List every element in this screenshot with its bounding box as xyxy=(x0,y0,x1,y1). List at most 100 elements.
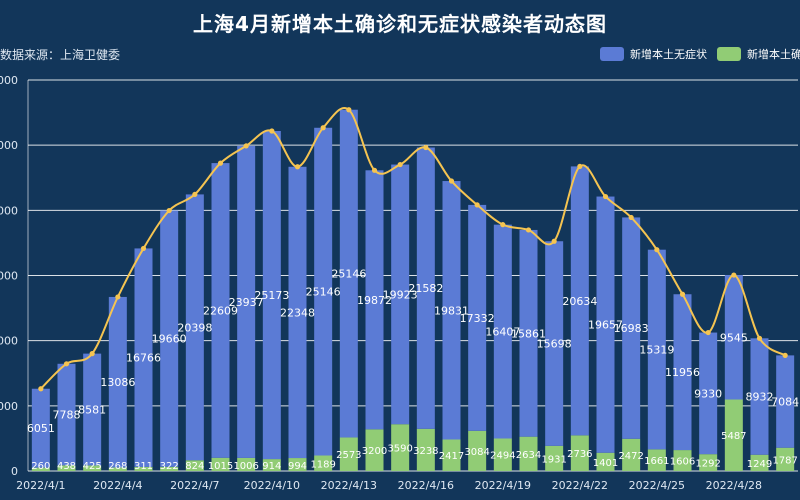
data-label-asymptomatic: 20398 xyxy=(177,321,212,334)
total-point xyxy=(679,291,686,297)
bar-confirmed xyxy=(237,457,256,471)
data-label-asymptomatic: 16766 xyxy=(126,352,161,365)
bar-asymptomatic xyxy=(673,294,692,451)
bar-confirmed xyxy=(519,436,538,471)
data-label-asymptomatic: 19872 xyxy=(357,294,392,307)
data-label-asymptomatic: 22609 xyxy=(203,304,238,317)
data-label-confirmed: 268 xyxy=(108,461,127,472)
bar-confirmed xyxy=(365,429,384,471)
total-point xyxy=(192,191,198,198)
legend-swatch-asymptomatic xyxy=(600,47,624,61)
data-label-asymptomatic: 7084 xyxy=(771,396,799,409)
total-point xyxy=(320,125,326,131)
data-label-confirmed: 914 xyxy=(262,461,281,472)
total-point xyxy=(423,144,429,151)
data-label-asymptomatic: 19657 xyxy=(588,319,623,332)
total-point xyxy=(397,161,403,168)
bar-asymptomatic xyxy=(211,163,230,458)
bar-asymptomatic xyxy=(493,224,512,439)
y-tick-label: 25000 xyxy=(0,139,18,152)
x-tick-label: 2022/4/19 xyxy=(475,479,531,492)
data-label-confirmed: 425 xyxy=(83,461,102,472)
data-label-asymptomatic: 19923 xyxy=(383,288,418,301)
data-label-asymptomatic: 19831 xyxy=(434,304,469,317)
x-tick-label: 2022/4/4 xyxy=(93,479,142,492)
bar-confirmed xyxy=(185,460,204,471)
data-label-confirmed: 438 xyxy=(57,461,76,472)
data-label-confirmed: 2573 xyxy=(336,450,361,461)
x-tick-label: 2022/4/16 xyxy=(398,479,454,492)
bar-asymptomatic xyxy=(468,204,487,431)
data-label-confirmed: 2494 xyxy=(490,451,515,462)
bar-asymptomatic xyxy=(699,332,718,455)
total-point xyxy=(217,160,224,166)
data-label-asymptomatic: 15698 xyxy=(537,338,572,351)
total-point xyxy=(140,245,147,252)
total-point xyxy=(474,202,480,208)
total-point xyxy=(782,352,788,358)
total-point xyxy=(705,329,711,336)
x-tick-label: 2022/4/1 xyxy=(16,479,65,492)
bar-confirmed xyxy=(391,424,410,471)
y-tick-label: 0 xyxy=(11,465,18,478)
bar-asymptomatic xyxy=(442,181,461,440)
bar-asymptomatic xyxy=(647,249,666,450)
bar-confirmed xyxy=(596,452,615,471)
bar-confirmed xyxy=(442,439,461,471)
data-label-confirmed: 2634 xyxy=(516,450,541,461)
data-label-asymptomatic: 15319 xyxy=(639,344,674,357)
data-label-asymptomatic: 7788 xyxy=(53,409,81,422)
data-label-confirmed: 322 xyxy=(160,461,179,472)
bar-confirmed xyxy=(339,437,358,471)
bar-asymptomatic xyxy=(108,296,127,468)
bar-confirmed xyxy=(262,459,281,471)
data-label-asymptomatic: 8581 xyxy=(78,404,106,417)
data-label-confirmed: 2736 xyxy=(567,449,592,460)
data-label-confirmed: 1006 xyxy=(233,461,258,472)
legend-item-confirmed[interactable]: 新增本土确诊 xyxy=(717,46,800,62)
data-label-asymptomatic: 20634 xyxy=(562,295,597,308)
bar-asymptomatic xyxy=(288,166,307,459)
bar-confirmed xyxy=(83,465,102,471)
bar-confirmed xyxy=(622,438,641,471)
data-label-asymptomatic: 23937 xyxy=(229,296,264,309)
data-label-confirmed: 260 xyxy=(31,461,50,472)
data-label-confirmed: 3590 xyxy=(387,444,412,455)
y-tick-label: 30000 xyxy=(0,74,18,87)
total-point xyxy=(654,247,660,253)
legend-item-asymptomatic[interactable]: 新增本土无症状 xyxy=(600,46,707,62)
bar-asymptomatic xyxy=(416,147,435,429)
total-point xyxy=(371,167,378,173)
total-point xyxy=(525,227,532,233)
bar-asymptomatic xyxy=(570,166,589,436)
total-point xyxy=(269,128,275,134)
bar-confirmed xyxy=(314,455,333,471)
data-label-confirmed: 3200 xyxy=(362,446,387,457)
total-point xyxy=(731,272,737,278)
data-label-confirmed: 3238 xyxy=(413,446,438,457)
bar-confirmed xyxy=(31,467,50,471)
total-point xyxy=(756,335,763,341)
legend-swatch-confirmed xyxy=(717,47,741,61)
data-label-confirmed: 2417 xyxy=(439,451,464,462)
total-point xyxy=(551,238,557,244)
total-point xyxy=(500,222,506,228)
bar-confirmed xyxy=(108,467,127,471)
total-point xyxy=(602,193,609,200)
bar-confirmed xyxy=(776,447,795,471)
data-label-confirmed: 1189 xyxy=(310,459,335,470)
bar-confirmed xyxy=(493,438,512,471)
y-tick-label: 20000 xyxy=(0,204,18,217)
data-label-confirmed: 3084 xyxy=(464,447,489,458)
data-label-confirmed: 1606 xyxy=(670,457,695,468)
data-label-asymptomatic: 9545 xyxy=(720,331,748,344)
bar-asymptomatic xyxy=(724,275,743,400)
data-label-confirmed: 1401 xyxy=(593,458,618,469)
total-point xyxy=(628,214,634,221)
data-label-asymptomatic: 22348 xyxy=(280,306,315,319)
x-tick-label: 2022/4/13 xyxy=(321,479,377,492)
bar-asymptomatic xyxy=(237,145,256,458)
data-label-confirmed: 1787 xyxy=(772,455,797,466)
data-label-asymptomatic: 25146 xyxy=(306,286,341,299)
